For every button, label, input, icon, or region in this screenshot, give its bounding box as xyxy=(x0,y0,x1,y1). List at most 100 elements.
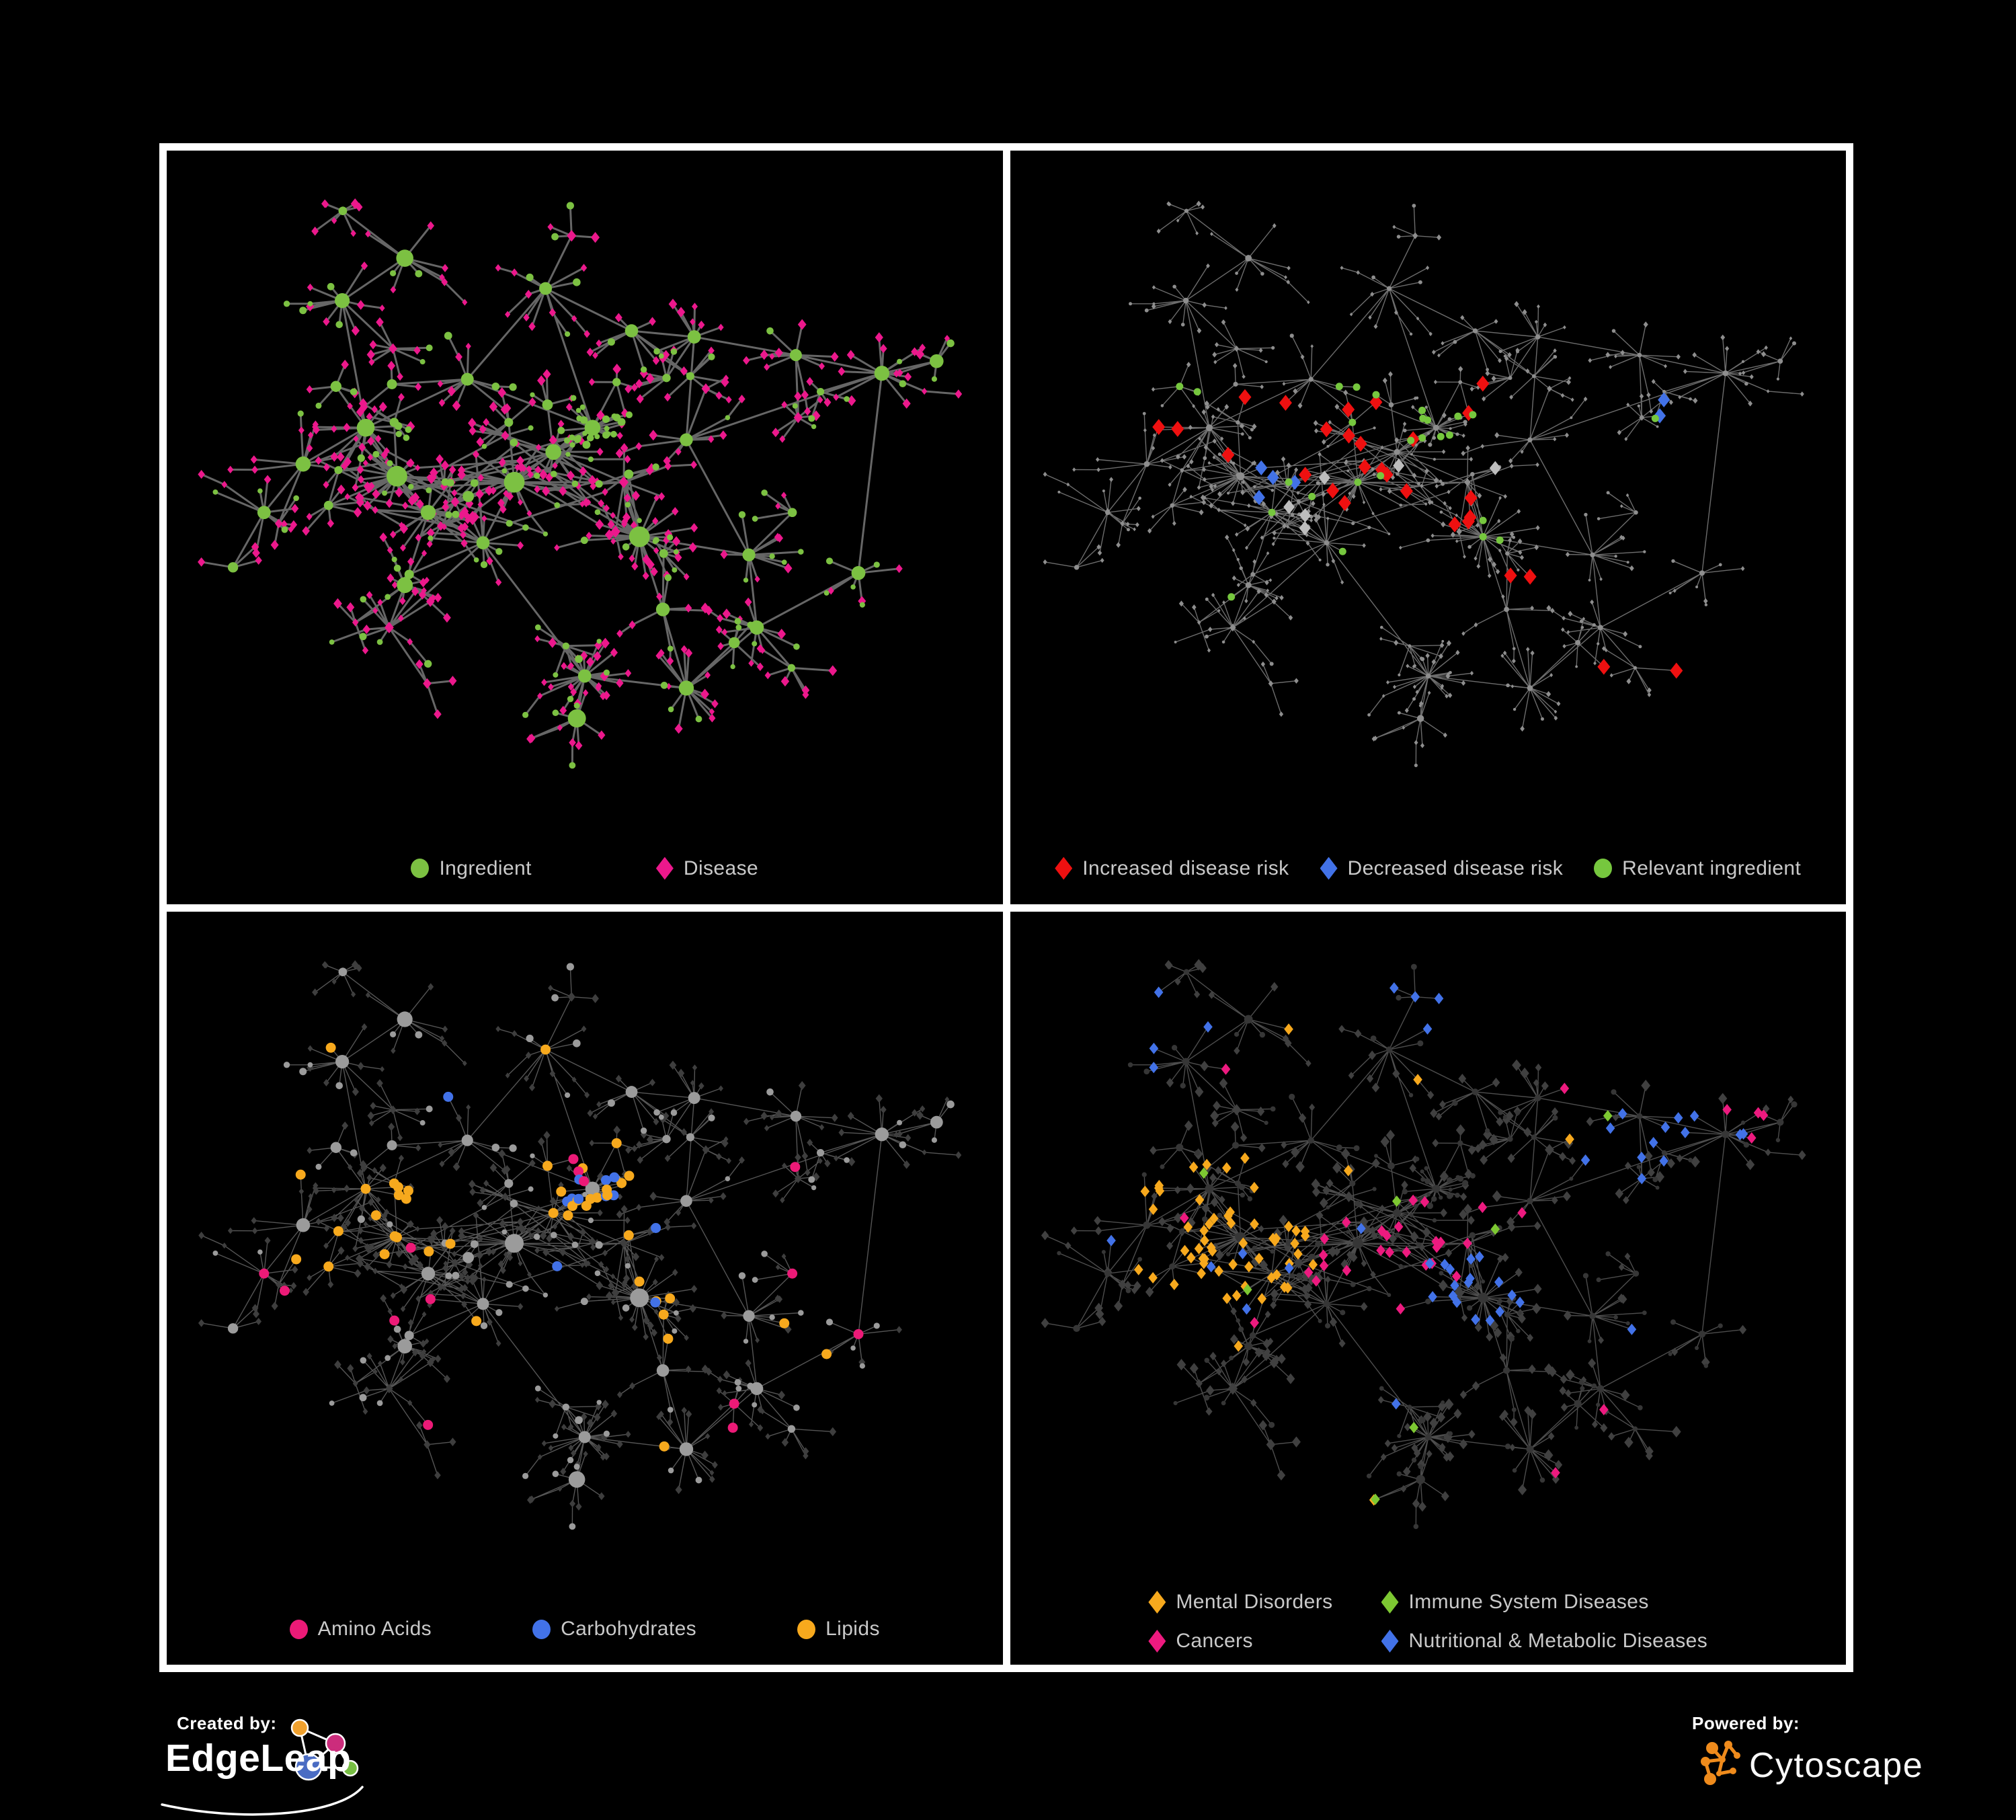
ingredient-node xyxy=(575,407,581,413)
ingredient-node xyxy=(1527,437,1533,442)
ingredient-node xyxy=(625,1085,638,1098)
highlighted-ingredient-node xyxy=(445,1238,456,1249)
ingredient-node xyxy=(1485,368,1489,372)
ingredient-node xyxy=(1159,1164,1164,1169)
legend-label: Disease xyxy=(683,857,759,879)
ingredient-node xyxy=(419,359,426,365)
ingredient-node xyxy=(1592,623,1596,627)
ingredient-node xyxy=(1535,334,1540,340)
ingredient-node xyxy=(553,1433,559,1439)
ingredient-node xyxy=(530,1152,535,1158)
highlighted-ingredient-node xyxy=(423,1419,434,1430)
highlighted-ingredient-node xyxy=(1406,436,1414,444)
ingredient-node xyxy=(725,1175,731,1181)
ingredient-node xyxy=(1323,1300,1330,1307)
mental-disorders-marker xyxy=(1148,1591,1166,1614)
ingredient-node xyxy=(1410,963,1417,970)
ingredient-node xyxy=(798,1309,804,1316)
ingredient-node xyxy=(506,1280,513,1288)
cytoscape-icon-edges xyxy=(1703,1743,1739,1780)
ingredient-node xyxy=(1568,1176,1573,1181)
highlighted-ingredient-node xyxy=(1418,434,1426,442)
ingredient-node xyxy=(1238,566,1243,570)
ingredient-node xyxy=(1426,1202,1433,1209)
highlighted-ingredient-node xyxy=(1376,472,1384,480)
ingredient-node xyxy=(747,621,754,629)
ingredient-node xyxy=(1496,1300,1501,1304)
ingredient-node xyxy=(477,1297,489,1310)
ingredient-node xyxy=(1244,255,1252,262)
ingredient-node xyxy=(1409,1213,1414,1218)
ingredient-node xyxy=(397,1339,412,1353)
ingredient-node xyxy=(1180,322,1185,327)
highlighted-ingredient-node xyxy=(651,1222,661,1233)
ingredient-node xyxy=(655,602,670,617)
ingredient-node xyxy=(1325,563,1330,567)
highlighted-ingredient-node xyxy=(1371,391,1379,399)
ingredient-node xyxy=(781,559,787,565)
highlighted-ingredient-node xyxy=(552,1261,563,1271)
highlighted-ingredient-node xyxy=(1437,432,1445,440)
ingredient-node xyxy=(1471,1088,1478,1095)
ingredient-node xyxy=(1127,1062,1133,1067)
ingredient-node xyxy=(930,1115,943,1129)
highlighted-ingredient-node xyxy=(295,1169,306,1180)
ingredient-node xyxy=(1244,1341,1252,1350)
highlighted-ingredient-node xyxy=(1307,492,1316,500)
ingredient-node xyxy=(573,1463,580,1470)
highlighted-ingredient-node xyxy=(401,1193,411,1204)
ingredient-node xyxy=(668,1467,674,1473)
ingredient-node xyxy=(658,1114,664,1119)
highlighted-ingredient-node xyxy=(1479,532,1487,541)
ingredient-node xyxy=(1574,639,1580,645)
ingredient-node xyxy=(1238,1183,1245,1190)
ingredient-node xyxy=(1527,685,1533,691)
ingredient-node xyxy=(588,1217,594,1223)
ingredient-node xyxy=(1371,1186,1377,1191)
ingredient-node xyxy=(1202,456,1207,461)
ingredient-node xyxy=(338,967,348,976)
ingredient-node xyxy=(403,434,410,441)
ingredient-node xyxy=(1416,481,1420,485)
ingredient-node xyxy=(1503,606,1509,612)
cytoscape-icon-nodes xyxy=(1701,1741,1740,1785)
ingredient-node xyxy=(1260,272,1264,276)
highlighted-ingredient-node xyxy=(325,1042,336,1053)
ingredient-node xyxy=(1252,1245,1256,1250)
ingredient-node xyxy=(664,574,672,582)
ingredient-node xyxy=(1597,517,1600,520)
ingredient-node xyxy=(1137,496,1141,500)
ingredient-node xyxy=(595,480,603,488)
ingredient-node xyxy=(1425,538,1430,543)
ingredient-node xyxy=(1516,568,1519,571)
highlighted-ingredient-node xyxy=(1423,416,1431,424)
ingredient-node xyxy=(1626,561,1629,564)
ingredient-node xyxy=(1272,537,1275,540)
ingredient-node xyxy=(1511,1407,1517,1412)
highlighted-ingredient-node xyxy=(379,1249,390,1259)
ingredient-node xyxy=(1259,1031,1265,1037)
ingredient-node xyxy=(1411,204,1416,208)
highlighted-ingredient-node xyxy=(471,1315,482,1326)
ingredient-node xyxy=(1221,1400,1225,1405)
ingredient-node xyxy=(385,594,391,600)
ingredient-node xyxy=(1234,1031,1239,1037)
ingredient-node xyxy=(338,206,348,216)
highlighted-ingredient-node xyxy=(1479,516,1487,524)
ingredient-node xyxy=(315,402,322,409)
ingredient-node xyxy=(1636,1113,1642,1119)
ingredient-node xyxy=(212,489,218,495)
ingredient-node xyxy=(680,433,693,446)
ingredient-node xyxy=(808,1175,815,1183)
network-edges xyxy=(1044,203,1802,766)
ingredient-node xyxy=(385,1354,391,1361)
ingredient-node xyxy=(357,1215,365,1223)
panel-grid: Ingredient Disease Increased disease risk… xyxy=(159,143,1853,1672)
ingredient-node xyxy=(1412,697,1416,701)
ingredient-node xyxy=(1234,1180,1241,1187)
ingredient-node xyxy=(1397,673,1400,676)
ingredient-node xyxy=(542,399,553,410)
legend-item-disease: Disease xyxy=(655,857,759,880)
ingredient-node xyxy=(1409,332,1412,336)
increased-disease-risk-marker xyxy=(1055,857,1073,880)
